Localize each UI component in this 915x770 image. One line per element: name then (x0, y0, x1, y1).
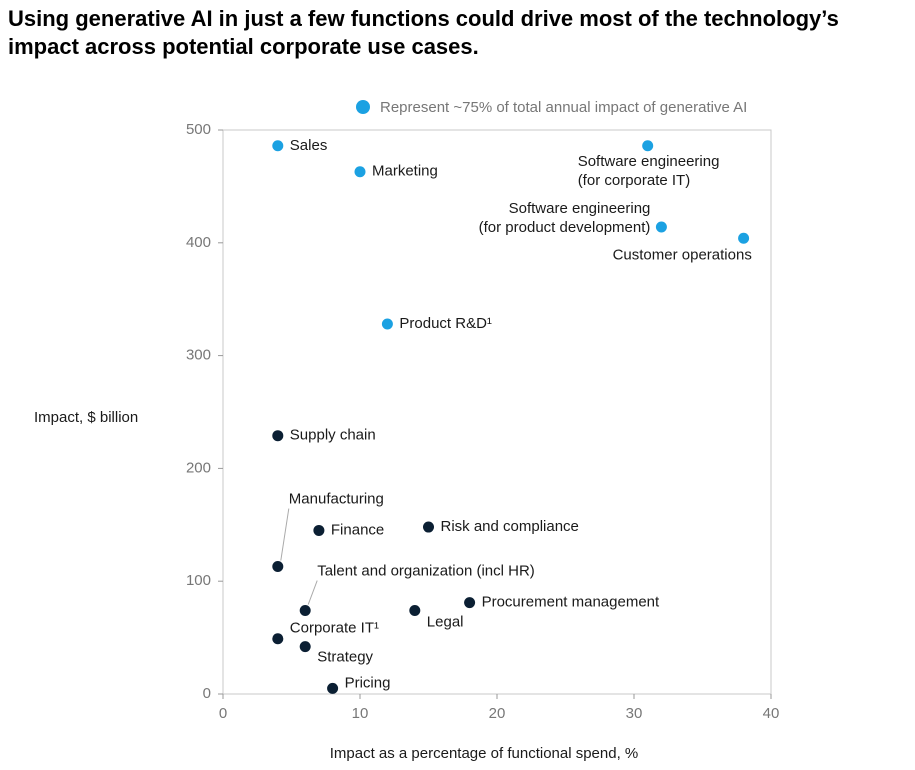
point (299, 605, 311, 617)
point-label: Talent and organization (incl HR) (317, 562, 535, 579)
legend-marker (356, 100, 370, 114)
point-label: Sales (290, 137, 328, 154)
point (409, 605, 421, 617)
point-label: Procurement management (482, 594, 660, 611)
point (272, 430, 284, 442)
chart-title: impact across potential corporate use ca… (8, 34, 479, 59)
y-tick-label: 500 (186, 121, 211, 138)
y-axis-label: Impact, $ billion (34, 409, 138, 426)
point (272, 633, 284, 645)
point-label: Customer operations (613, 246, 752, 263)
leader-line (280, 508, 290, 561)
point-label: Risk and compliance (441, 518, 579, 535)
x-tick-label: 20 (489, 705, 506, 722)
point (738, 232, 750, 244)
point-label: Supply chain (290, 427, 376, 444)
y-tick-label: 200 (186, 459, 211, 476)
chart-title: Using generative AI in just a few functi… (8, 6, 839, 31)
point-label: (for product development) (479, 219, 651, 236)
x-tick-label: 10 (352, 705, 369, 722)
y-tick-label: 300 (186, 347, 211, 364)
point-label: (for corporate IT) (578, 172, 691, 189)
point-label: Manufacturing (289, 491, 384, 508)
x-axis-label: Impact as a percentage of functional spe… (330, 745, 639, 762)
point (464, 597, 476, 609)
y-tick-label: 100 (186, 572, 211, 589)
point (354, 166, 366, 178)
x-tick-label: 40 (763, 705, 780, 722)
y-tick-label: 400 (186, 234, 211, 251)
leader-line (307, 580, 318, 605)
legend-label: Represent ~75% of total annual impact of… (380, 99, 747, 116)
point-label: Marketing (372, 163, 438, 180)
point-label: Finance (331, 521, 384, 538)
point (423, 521, 434, 533)
point (272, 140, 284, 152)
y-tick-label: 0 (203, 685, 211, 702)
point (381, 318, 393, 330)
x-tick-label: 0 (219, 705, 227, 722)
point (327, 682, 339, 694)
point-label: Software engineering (509, 200, 651, 217)
point (655, 221, 667, 233)
point-label: Software engineering (578, 153, 720, 170)
x-tick-label: 30 (626, 705, 643, 722)
point (272, 561, 284, 573)
point-label: Legal (427, 613, 464, 630)
point-label: Strategy (317, 649, 373, 666)
point (299, 641, 311, 653)
point-label: Product R&D¹ (399, 315, 492, 332)
point-label: Corporate IT¹ (290, 620, 379, 637)
point-label: Pricing (345, 674, 391, 691)
point (642, 140, 654, 152)
point (313, 524, 325, 536)
